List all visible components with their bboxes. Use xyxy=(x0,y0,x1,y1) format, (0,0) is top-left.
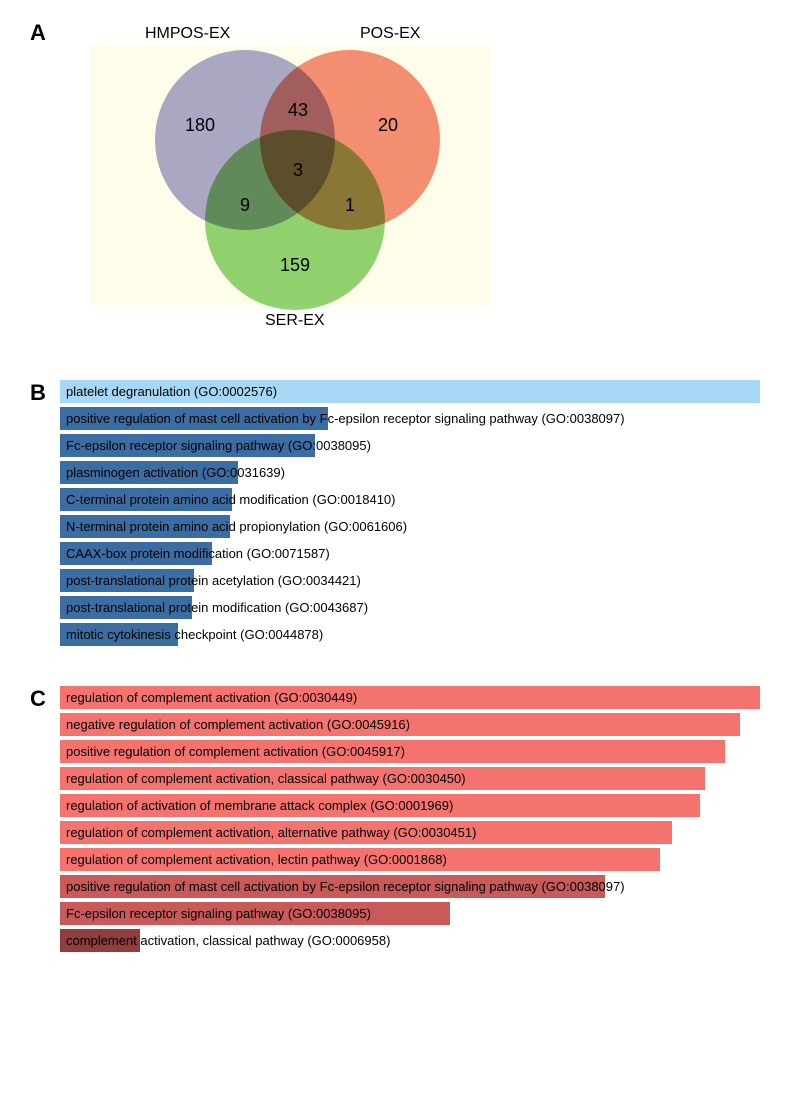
bar-label: plasminogen activation (GO:0031639) xyxy=(66,461,285,484)
panel-c-bars: regulation of complement activation (GO:… xyxy=(60,686,760,952)
bar-row: C-terminal protein amino acid modificati… xyxy=(60,488,760,511)
bar-row: post-translational protein acetylation (… xyxy=(60,569,760,592)
bar-label: positive regulation of complement activa… xyxy=(66,740,405,763)
bar-label: Fc-epsilon receptor signaling pathway (G… xyxy=(66,902,371,925)
venn-num-pos-ser: 1 xyxy=(345,195,355,216)
venn-circle-ser xyxy=(205,130,385,310)
bar-row: platelet degranulation (GO:0002576) xyxy=(60,380,760,403)
venn-title-pos: POS-EX xyxy=(360,25,420,43)
bar-label: N-terminal protein amino acid propionyla… xyxy=(66,515,407,538)
bar-label: regulation of complement activation (GO:… xyxy=(66,686,357,709)
venn-diagram: HMPOS-EX POS-EX SER-EX 180 20 159 43 9 1… xyxy=(90,20,490,310)
bar-row: Fc-epsilon receptor signaling pathway (G… xyxy=(60,434,760,457)
bar-row: positive regulation of complement activa… xyxy=(60,740,760,763)
bar-row: CAAX-box protein modification (GO:007158… xyxy=(60,542,760,565)
bar-row: N-terminal protein amino acid propionyla… xyxy=(60,515,760,538)
bar-row: regulation of complement activation (GO:… xyxy=(60,686,760,709)
bar-label: C-terminal protein amino acid modificati… xyxy=(66,488,396,511)
bar-label: post-translational protein acetylation (… xyxy=(66,569,361,592)
bar-row: regulation of activation of membrane att… xyxy=(60,794,760,817)
bar-label: regulation of complement activation, lec… xyxy=(66,848,447,871)
bar-label: positive regulation of mast cell activat… xyxy=(66,875,625,898)
bar-label: Fc-epsilon receptor signaling pathway (G… xyxy=(66,434,371,457)
bar-row: mitotic cytokinesis checkpoint (GO:00448… xyxy=(60,623,760,646)
venn-num-hmpos-pos: 43 xyxy=(288,100,308,121)
panel-c: C regulation of complement activation (G… xyxy=(30,686,769,952)
venn-num-ser-only: 159 xyxy=(280,255,310,276)
bar-row: post-translational protein modification … xyxy=(60,596,760,619)
bar-row: negative regulation of complement activa… xyxy=(60,713,760,736)
panel-c-label: C xyxy=(30,686,46,712)
bar-row: regulation of complement activation, cla… xyxy=(60,767,760,790)
bar-row: complement activation, classical pathway… xyxy=(60,929,760,952)
venn-num-all: 3 xyxy=(293,160,303,181)
bar-label: platelet degranulation (GO:0002576) xyxy=(66,380,277,403)
panel-b: B platelet degranulation (GO:0002576) pos… xyxy=(30,380,769,646)
bar-row: positive regulation of mast cell activat… xyxy=(60,875,760,898)
venn-title-ser: SER-EX xyxy=(265,312,325,330)
venn-title-hmpos: HMPOS-EX xyxy=(145,25,230,43)
bar-label: CAAX-box protein modification (GO:007158… xyxy=(66,542,330,565)
panel-a-label: A xyxy=(30,20,46,46)
panel-a: A HMPOS-EX POS-EX SER-EX 180 20 159 43 9… xyxy=(30,20,769,340)
bar-row: plasminogen activation (GO:0031639) xyxy=(60,461,760,484)
bar-label: regulation of activation of membrane att… xyxy=(66,794,453,817)
bar-label: mitotic cytokinesis checkpoint (GO:00448… xyxy=(66,623,323,646)
venn-num-hmpos-only: 180 xyxy=(185,115,215,136)
venn-num-hmpos-ser: 9 xyxy=(240,195,250,216)
bar-label: positive regulation of mast cell activat… xyxy=(66,407,625,430)
panel-b-bars: platelet degranulation (GO:0002576) posit… xyxy=(60,380,760,646)
bar-row: positive regulation of mast cell activat… xyxy=(60,407,760,430)
bar-label: regulation of complement activation, alt… xyxy=(66,821,476,844)
bar-label: complement activation, classical pathway… xyxy=(66,929,390,952)
bar-label: negative regulation of complement activa… xyxy=(66,713,410,736)
bar-row: regulation of complement activation, alt… xyxy=(60,821,760,844)
figure: A HMPOS-EX POS-EX SER-EX 180 20 159 43 9… xyxy=(0,0,799,1022)
panel-b-label: B xyxy=(30,380,46,406)
bar-label: post-translational protein modification … xyxy=(66,596,368,619)
bar-row: regulation of complement activation, lec… xyxy=(60,848,760,871)
bar-row: Fc-epsilon receptor signaling pathway (G… xyxy=(60,902,760,925)
venn-num-pos-only: 20 xyxy=(378,115,398,136)
bar-label: regulation of complement activation, cla… xyxy=(66,767,466,790)
